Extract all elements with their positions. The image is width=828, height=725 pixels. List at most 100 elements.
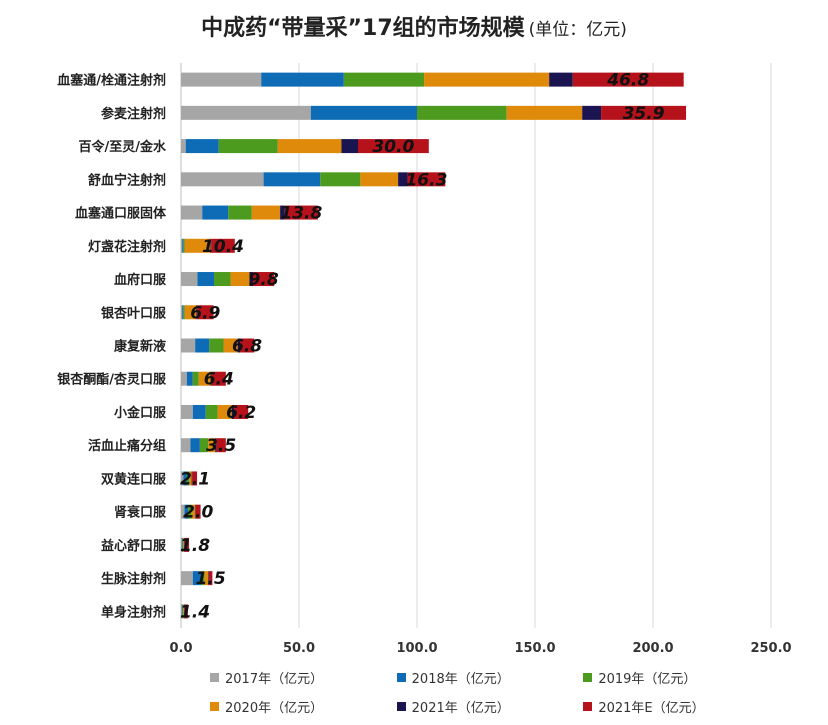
data-label: 10.4 [202,237,244,257]
legend-item: 2018年（亿元） [337,668,524,687]
legend-swatch [210,673,219,682]
category-label: 活血止痛分组 [88,438,166,454]
x-tick-label: 0.0 [169,641,192,656]
bar-segment [231,404,235,419]
bar-segment [199,438,209,453]
bar-segment [186,471,190,486]
bar-segment [218,139,278,154]
bar-segment [181,205,203,220]
legend-label: 2017年（亿元） [225,672,324,687]
bar-segment [183,471,187,486]
bar-segment [181,504,185,519]
bar-segment [192,404,206,419]
bar-segment [215,438,217,453]
bar-segment [182,537,184,552]
bar-segment [181,537,183,552]
bar-segment [184,537,190,552]
bar-segment [398,172,408,187]
bar-segment [181,571,193,586]
title-main: 中成药“带量采”17组的市场规模 [201,16,525,41]
legend-swatch [396,702,406,711]
bar-segment [198,371,211,386]
bar-segment [214,272,231,287]
legend-swatch [396,673,406,682]
bar-segment [424,72,550,87]
x-tick-label: 250.0 [750,641,791,656]
bar-segment [196,305,198,320]
bar-segment [195,338,210,353]
category-label: 小金口服 [114,405,167,421]
data-label: 6.2 [226,403,256,423]
data-label: 1.8 [180,536,210,556]
category-label: 肾衰口服 [114,505,167,521]
bar-segment [182,238,184,253]
legend-item: 2017年（亿元） [150,668,337,687]
bar-segment [320,172,361,187]
bar-segment [184,504,189,519]
bar-segment [601,105,687,120]
bar-segment [208,438,216,453]
bar-segment [181,338,196,353]
bar-segment [341,139,358,154]
bar-segment [192,371,199,386]
bar-segment [228,205,252,220]
bar-segment [249,272,253,287]
bar-segment [185,139,219,154]
bar-segment [183,238,185,253]
data-label: 35.9 [623,104,665,124]
bar-segment [263,172,321,187]
bar-segment [186,371,193,386]
category-label: 双黄连口服 [101,471,167,487]
bar-segment [234,404,249,419]
bar-segment [549,72,573,87]
bar-segment [184,238,211,253]
data-label: 6.8 [232,337,262,357]
bar-segment [190,438,200,453]
bar-segment [201,571,205,586]
x-tick-label: 200.0 [632,641,673,656]
bar-segment [217,404,232,419]
bar-segment [210,371,212,386]
bar-segment [417,105,507,120]
bar-segment [252,272,275,287]
legend-label: 2020年（亿元） [225,701,324,716]
bar-segment [183,305,185,320]
category-label: 舒血宁注射剂 [88,172,166,188]
x-tick-label: 100.0 [396,641,437,656]
category-labels: 血塞通/栓通注射剂参麦注射剂百令/至灵/金水舒血宁注射剂血塞通口服固体灯盏花注射… [57,73,167,621]
bar-segment [202,205,229,220]
bar-segment [310,105,417,120]
bar-segment [343,72,425,87]
legend-label: 2018年（亿元） [411,672,510,687]
x-tick-label: 50.0 [283,641,315,656]
data-label: 30.0 [372,137,414,157]
category-label: 银杏酮酯/杏灵口服 [57,372,167,388]
bar-segment [184,305,197,320]
legend-item: 2020年（亿元） [150,697,337,716]
bar-segment [181,371,187,386]
category-label: 血塞通/栓通注射剂 [57,73,166,89]
x-tick-labels: 0.0 50.0 100.0 150.0 200.0 250.0 [169,641,791,656]
bar-segment [192,471,198,486]
bar-segment [284,205,318,220]
legend-item: 2021年（亿元） [337,697,524,716]
bar-segment [183,537,184,552]
x-tick-label: 150.0 [514,641,555,656]
legend-item: 2019年（亿元） [523,668,710,687]
category-label: 银杏叶口服 [101,305,167,321]
bar-segment [181,238,183,253]
bar-segment [191,504,196,519]
bar-segment [582,105,602,120]
data-label: 1.5 [196,569,226,589]
category-label: 血府口服 [114,272,167,288]
bar-segment [182,305,184,320]
data-label: 6.9 [190,303,220,323]
bar-segment [358,139,429,154]
bar-segment [195,504,196,519]
bar-segment [209,338,224,353]
bar-segment [181,72,262,87]
bar-segment [181,139,186,154]
bar-segment [211,238,235,253]
bar-segment [188,504,192,519]
